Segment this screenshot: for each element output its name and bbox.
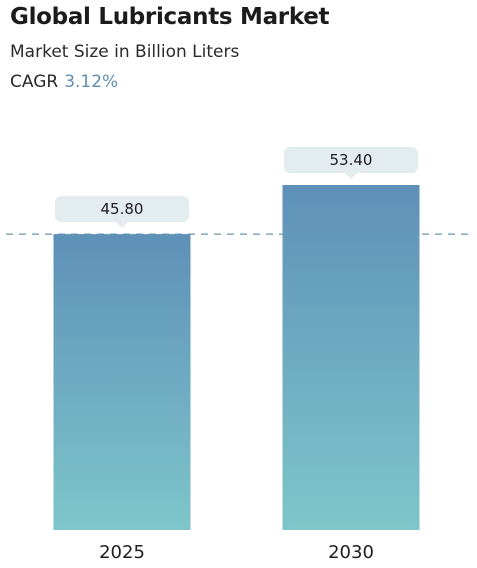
- chart-subtitle: Market Size in Billion Liters: [10, 42, 240, 62]
- data-label-box-2030: 53.40: [284, 147, 418, 179]
- tick-label-2030: 2030: [328, 542, 374, 563]
- data-label-2030: 53.40: [330, 151, 373, 169]
- bar-2025: [53, 234, 191, 530]
- bar-2030: [282, 185, 420, 530]
- cagr-label: CAGR: [10, 72, 59, 92]
- cagr-line: CAGR 3.12%: [10, 72, 118, 92]
- data-label-box-2025: 45.80: [55, 196, 189, 229]
- chart-title: Global Lubricants Market: [10, 4, 330, 30]
- data-label-2025: 45.80: [101, 200, 144, 218]
- cagr-value: 3.12%: [64, 72, 119, 92]
- tick-label-2025: 2025: [99, 542, 145, 563]
